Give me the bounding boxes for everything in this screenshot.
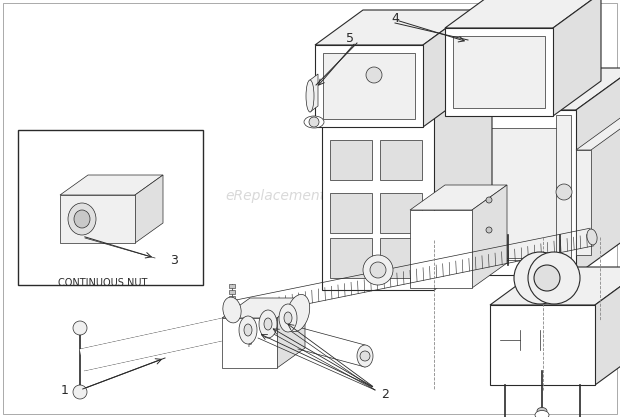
Bar <box>576 150 591 255</box>
Polygon shape <box>445 28 553 116</box>
Ellipse shape <box>534 265 560 291</box>
Bar <box>380 193 422 233</box>
Text: 2: 2 <box>381 389 389 402</box>
Bar <box>453 36 545 108</box>
Polygon shape <box>60 175 163 195</box>
Text: 5: 5 <box>346 32 354 45</box>
Ellipse shape <box>286 294 310 332</box>
Ellipse shape <box>74 210 90 228</box>
Polygon shape <box>410 210 472 288</box>
Ellipse shape <box>535 410 549 417</box>
Circle shape <box>486 197 492 203</box>
Circle shape <box>360 351 370 361</box>
Polygon shape <box>315 45 423 127</box>
Text: 4: 4 <box>391 12 399 25</box>
Bar <box>323 53 415 119</box>
Polygon shape <box>222 298 305 318</box>
Ellipse shape <box>223 297 241 323</box>
Ellipse shape <box>528 252 580 304</box>
Polygon shape <box>490 267 620 305</box>
Text: 1: 1 <box>61 384 69 397</box>
Bar <box>380 238 422 278</box>
Circle shape <box>556 184 572 200</box>
Polygon shape <box>410 185 507 210</box>
Circle shape <box>309 117 319 127</box>
Ellipse shape <box>259 310 277 338</box>
Ellipse shape <box>264 318 272 330</box>
Bar <box>330 193 372 233</box>
Bar <box>556 115 571 270</box>
Polygon shape <box>315 10 471 45</box>
Polygon shape <box>458 68 620 110</box>
Polygon shape <box>490 305 595 385</box>
Polygon shape <box>553 0 601 116</box>
Polygon shape <box>277 298 305 368</box>
Ellipse shape <box>306 80 314 112</box>
Polygon shape <box>322 76 492 118</box>
Ellipse shape <box>244 324 252 336</box>
Ellipse shape <box>304 116 324 128</box>
Polygon shape <box>135 175 163 243</box>
Polygon shape <box>423 10 471 127</box>
Circle shape <box>363 255 393 285</box>
Polygon shape <box>576 68 620 275</box>
Polygon shape <box>434 76 492 290</box>
Bar <box>229 296 235 300</box>
Ellipse shape <box>357 345 373 367</box>
Ellipse shape <box>587 229 597 245</box>
Bar <box>330 140 372 180</box>
Text: eReplacementParts.com: eReplacementParts.com <box>225 189 395 203</box>
Ellipse shape <box>239 316 257 344</box>
Ellipse shape <box>514 252 566 304</box>
Polygon shape <box>322 118 434 290</box>
Bar <box>18 130 203 285</box>
Text: 3: 3 <box>170 254 178 266</box>
Circle shape <box>370 262 386 278</box>
Bar <box>229 284 235 288</box>
Polygon shape <box>60 195 135 243</box>
Polygon shape <box>79 302 300 371</box>
Text: CONTINUOUS NUT: CONTINUOUS NUT <box>58 278 148 288</box>
Polygon shape <box>595 267 620 385</box>
Circle shape <box>73 321 87 335</box>
Polygon shape <box>576 108 620 150</box>
Circle shape <box>366 67 382 83</box>
Bar <box>380 140 422 180</box>
Polygon shape <box>310 74 318 112</box>
Ellipse shape <box>537 407 547 414</box>
Ellipse shape <box>284 312 292 324</box>
Bar <box>463 128 559 258</box>
Text: P: P <box>247 342 251 348</box>
Bar <box>229 290 235 294</box>
Polygon shape <box>458 110 576 275</box>
Ellipse shape <box>279 304 297 332</box>
Circle shape <box>73 385 87 399</box>
Polygon shape <box>222 318 277 368</box>
Circle shape <box>486 227 492 233</box>
Polygon shape <box>445 0 601 28</box>
Polygon shape <box>472 185 507 288</box>
Bar <box>330 238 372 278</box>
Ellipse shape <box>68 203 96 235</box>
